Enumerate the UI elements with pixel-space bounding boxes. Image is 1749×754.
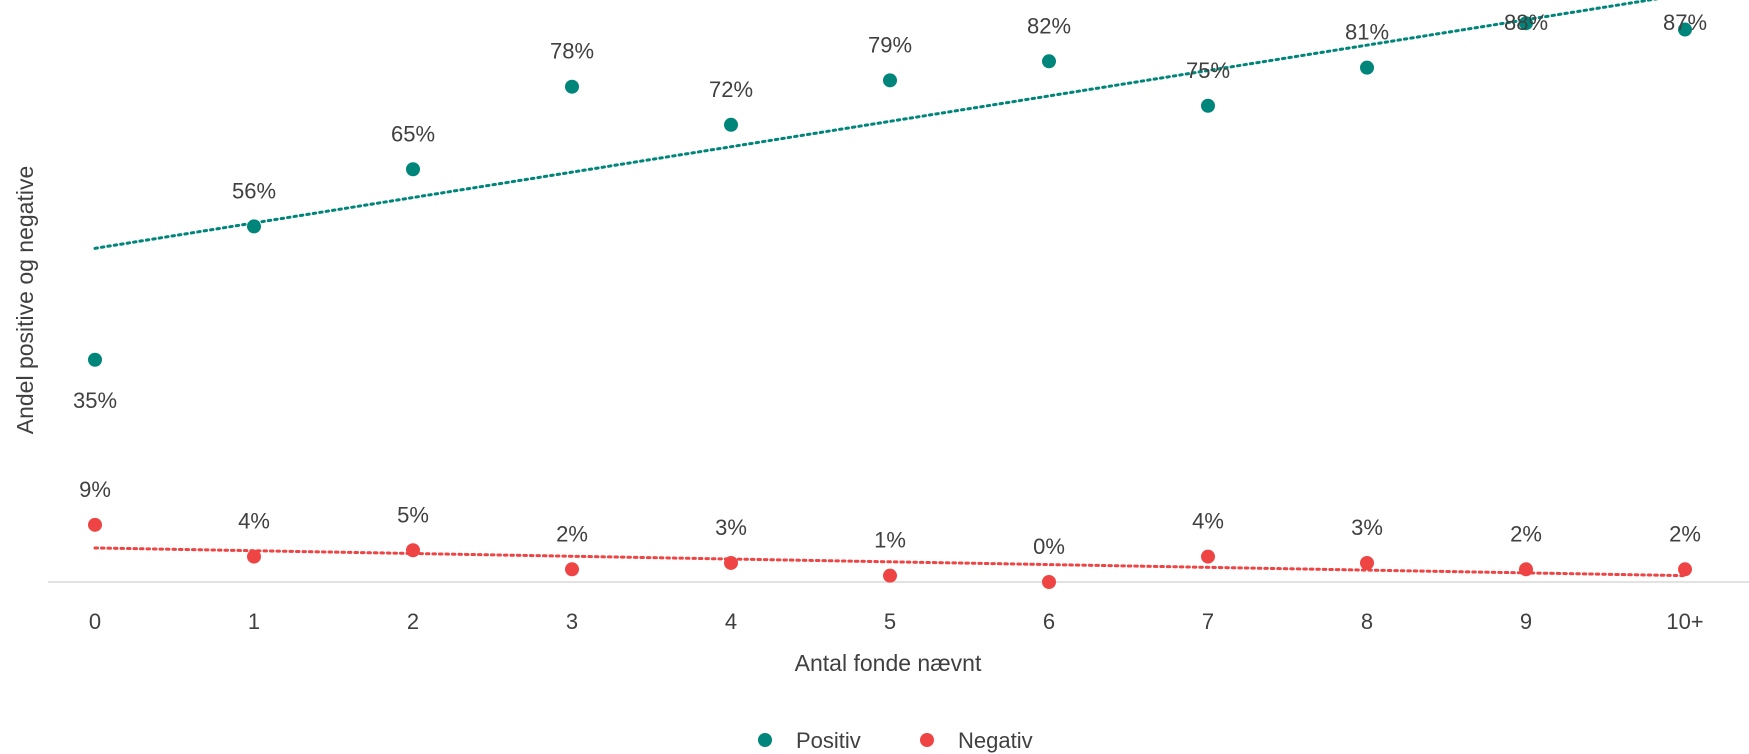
legend-marker-positiv [758, 733, 772, 747]
x-tick-label: 2 [407, 609, 419, 634]
data-label-positiv: 56% [232, 178, 276, 203]
data-label-negativ: 2% [1510, 521, 1542, 546]
data-label-negativ: 2% [556, 521, 588, 546]
data-labels: 35% 56% 65% 78% 72% 79% 82% 75% 81% 88% 87% 9% 4% 5% 2… [73, 10, 1707, 559]
point-positiv-2[interactable] [406, 162, 420, 177]
legend-label-positiv: Positiv [796, 728, 861, 753]
x-tick-label: 9 [1520, 609, 1532, 634]
x-tick-label: 10+ [1666, 609, 1703, 634]
data-label-negativ: 2% [1669, 521, 1701, 546]
point-positiv-10plus[interactable] [1678, 22, 1692, 37]
y-axis-title: Andel positive og negative [12, 166, 38, 435]
point-negativ-9[interactable] [1519, 562, 1533, 577]
point-negativ-10plus[interactable] [1678, 562, 1692, 577]
point-positiv-4[interactable] [724, 117, 738, 132]
point-positiv-7[interactable] [1201, 98, 1215, 113]
data-label-positiv: 78% [550, 39, 594, 64]
x-tick-label: 6 [1043, 609, 1055, 634]
trendline-positiv [93, 0, 1660, 250]
data-label-negativ: 9% [79, 477, 111, 502]
x-tick-label: 5 [884, 609, 896, 634]
point-negativ-7[interactable] [1201, 549, 1215, 564]
x-tick-label: 0 [89, 609, 101, 634]
point-positiv-9[interactable] [1519, 16, 1533, 31]
data-label-positiv: 72% [709, 77, 753, 102]
x-tick-label: 1 [248, 609, 260, 634]
legend: Positiv Negativ [758, 728, 1033, 753]
data-label-positiv: 75% [1186, 58, 1230, 83]
point-negativ-2[interactable] [406, 543, 420, 558]
data-label-positiv: 35% [73, 388, 117, 413]
data-points [88, 16, 1692, 589]
trendlines [93, 0, 1687, 578]
data-label-negativ: 4% [1192, 509, 1224, 534]
x-tick-labels: 0 1 2 3 4 5 6 7 8 9 10+ [89, 609, 1704, 634]
legend-item-positiv[interactable]: Positiv [758, 728, 861, 753]
x-tick-label: 3 [566, 609, 578, 634]
data-label-negativ: 5% [397, 502, 429, 527]
point-negativ-6[interactable] [1042, 575, 1056, 589]
point-negativ-1[interactable] [247, 549, 261, 564]
legend-label-negativ: Negativ [958, 728, 1033, 753]
data-label-positiv: 87% [1663, 10, 1707, 35]
point-positiv-3[interactable] [565, 79, 579, 94]
data-label-positiv: 88% [1504, 10, 1548, 35]
data-label-positiv: 81% [1345, 20, 1389, 45]
data-label-negativ: 0% [1033, 534, 1065, 559]
point-positiv-5[interactable] [883, 73, 897, 88]
x-tick-label: 8 [1361, 609, 1373, 634]
point-positiv-0[interactable] [88, 352, 102, 367]
data-label-negativ: 3% [715, 515, 747, 540]
data-label-negativ: 3% [1351, 515, 1383, 540]
data-label-positiv: 82% [1027, 13, 1071, 38]
data-label-positiv: 65% [391, 121, 435, 146]
legend-marker-negativ [920, 733, 934, 747]
point-positiv-8[interactable] [1360, 60, 1374, 75]
point-negativ-0[interactable] [88, 517, 102, 532]
point-negativ-3[interactable] [565, 562, 579, 577]
x-tick-label: 7 [1202, 609, 1214, 634]
data-label-positiv: 79% [868, 32, 912, 57]
x-axis-title: Antal fonde nævnt [795, 650, 982, 676]
point-negativ-8[interactable] [1360, 555, 1374, 570]
point-positiv-6[interactable] [1042, 54, 1056, 69]
data-label-negativ: 4% [238, 509, 270, 534]
x-tick-label: 4 [725, 609, 737, 634]
trendline-negativ [93, 546, 1687, 578]
legend-item-negativ[interactable]: Negativ [920, 728, 1033, 753]
point-positiv-1[interactable] [247, 219, 261, 234]
point-negativ-4[interactable] [724, 555, 738, 570]
point-negativ-5[interactable] [883, 568, 897, 583]
data-label-negativ: 1% [874, 528, 906, 553]
